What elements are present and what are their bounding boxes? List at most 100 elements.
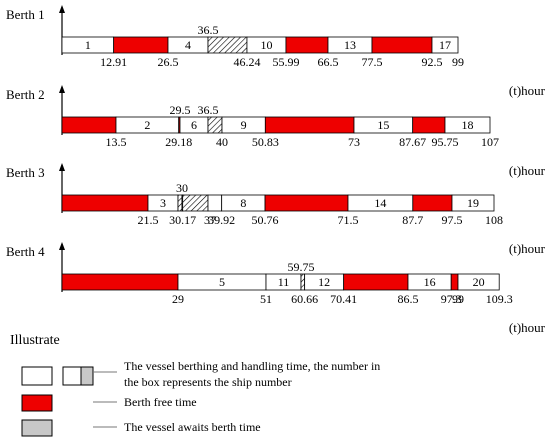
- tick-label: 51: [260, 292, 272, 306]
- segment-wait: [300, 273, 306, 291]
- berth-label: Berth 3: [6, 165, 45, 180]
- tick-label: 107: [481, 135, 499, 149]
- segment-free: [412, 194, 453, 212]
- ship-number: 12: [318, 275, 330, 289]
- berth-label: Berth 2: [6, 87, 45, 102]
- berth-label: Berth 1: [6, 7, 45, 22]
- tick-label: 108: [485, 213, 503, 227]
- tick-label-above: 29.5: [170, 103, 191, 117]
- tick-label-above: 36.5: [198, 103, 219, 117]
- legend-free-swatch: [21, 394, 53, 412]
- segment-free: [412, 116, 446, 134]
- tick-label: 29.18: [165, 135, 192, 149]
- legend-vessel-swatch: [21, 366, 53, 386]
- segment-free: [61, 273, 179, 291]
- segment-vessel: [431, 36, 459, 54]
- ship-number: 13: [344, 38, 356, 52]
- segment-free: [264, 194, 349, 212]
- segment-free: [343, 273, 409, 291]
- legend-wait-swatch: [21, 419, 53, 437]
- tick-label: 109.3: [486, 292, 513, 306]
- segment-wait: [207, 36, 248, 54]
- tick-label: 99: [452, 55, 464, 69]
- tick-label: 97.3: [441, 292, 462, 306]
- segment-free: [61, 194, 149, 212]
- tick-label: 55.99: [272, 55, 299, 69]
- segment-vessel: [207, 194, 223, 212]
- tick-label: 29: [172, 292, 184, 306]
- tick-label: 12.91: [100, 55, 127, 69]
- segment-wait: [177, 194, 183, 212]
- segment-wait: [182, 194, 209, 212]
- tick-label: 30.17: [169, 213, 196, 227]
- ship-number: 5: [219, 275, 225, 289]
- ship-number: 9: [241, 118, 247, 132]
- legend-vessel-swatch-2: [62, 366, 82, 386]
- tick-label: 37: [204, 213, 216, 227]
- legend-vessel-text-2: the box represents the ship number: [124, 375, 292, 389]
- tick-label: 50.76: [252, 213, 279, 227]
- ship-number: 18: [462, 118, 474, 132]
- y-axis-arrow: [59, 163, 65, 171]
- segment-free: [264, 116, 355, 134]
- ship-number: 19: [467, 196, 479, 210]
- tick-label: 95.75: [432, 135, 459, 149]
- segment-free: [113, 36, 169, 54]
- ship-number: 11: [278, 275, 290, 289]
- tick-label: 71.5: [338, 213, 359, 227]
- berth-label: Berth 4: [6, 244, 45, 259]
- legend: Illustrate The vessel berthing and handl…: [10, 333, 380, 437]
- tick-label: 13.5: [106, 135, 127, 149]
- tick-label: 46.24: [233, 55, 260, 69]
- ship-number: 16: [424, 275, 436, 289]
- legend-title: Illustrate: [10, 333, 60, 348]
- tick-label: 40: [216, 135, 228, 149]
- legend-wait-text: The vessel awaits berth time: [124, 420, 261, 434]
- segment-wait: [207, 116, 223, 134]
- tick-label: 50.83: [252, 135, 279, 149]
- segment-free: [61, 116, 117, 134]
- legend-free-text: Berth free time: [124, 395, 197, 409]
- tick-label: 92.5: [422, 55, 443, 69]
- segment-free: [371, 36, 433, 54]
- axis-unit-label: (t)hour: [509, 320, 546, 335]
- ship-number: 3: [160, 196, 166, 210]
- ship-number: 17: [439, 38, 451, 52]
- legend-vessel-wait-part: [80, 366, 94, 386]
- segment-vessel: [457, 273, 500, 291]
- ship-number: 15: [377, 118, 389, 132]
- berth-row: Berth 4 5 11 12 16 20 29 51 60.66 70.41 86.5 97.399…: [6, 242, 546, 335]
- tick-label: 26.5: [158, 55, 179, 69]
- ship-number: 8: [240, 196, 246, 210]
- tick-label: 73: [348, 135, 360, 149]
- ship-number: 4: [185, 38, 191, 52]
- berth-row: Berth 2 2 6 9 15 18 13.5 29.18 40 50.83 73 87.67 95.…: [6, 85, 546, 178]
- segment-free: [285, 36, 329, 54]
- tick-label: 87.67: [399, 135, 426, 149]
- tick-label: 70.41: [330, 292, 357, 306]
- tick-label: 66.5: [318, 55, 339, 69]
- tick-label: 99: [452, 292, 464, 306]
- ship-number: 2: [144, 118, 150, 132]
- axis-unit-label: (t)hour: [509, 163, 546, 178]
- tick-label: 39.92: [208, 213, 235, 227]
- berth-row: Berth 1 1 4 10 13 17 12.91 26.5 46.24 55.99 66.5 77…: [6, 5, 546, 98]
- segment-vessel: [444, 116, 491, 134]
- tick-label: 97.5: [442, 213, 463, 227]
- tick-label: 60.66: [291, 292, 318, 306]
- tick-label-above: 36.5: [198, 23, 219, 37]
- tick-label: 86.5: [398, 292, 419, 306]
- legend-vessel-text-1: The vessel berthing and handling time, t…: [124, 359, 380, 373]
- ship-number: 10: [260, 38, 272, 52]
- ship-number: 14: [374, 196, 386, 210]
- axis-unit-label: (t)hour: [509, 83, 546, 98]
- tick-label-above: 59.75: [288, 260, 315, 274]
- y-axis-arrow: [59, 242, 65, 250]
- tick-label: 87.7: [402, 213, 423, 227]
- ship-number: 1: [85, 38, 91, 52]
- ship-number: 20: [473, 275, 485, 289]
- y-axis-arrow: [59, 5, 65, 13]
